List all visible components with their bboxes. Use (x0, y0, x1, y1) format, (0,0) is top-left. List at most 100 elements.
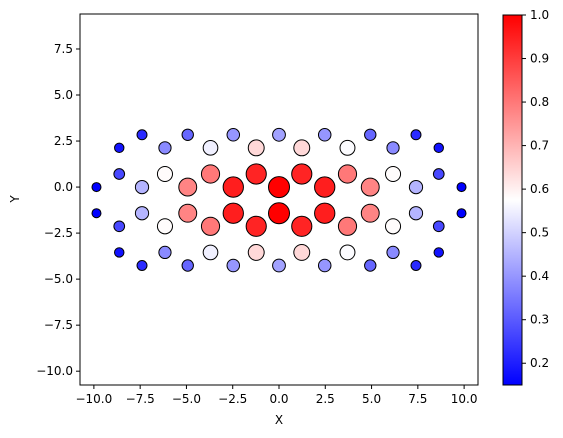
scatter-point (339, 244, 356, 261)
plot-area (79, 13, 479, 386)
scatter-point (317, 258, 332, 273)
scatter-point (136, 129, 148, 141)
scatter-point (360, 177, 380, 197)
scatter-point (222, 202, 244, 224)
scatter-point (247, 243, 265, 261)
y-axis-label: Y (8, 195, 22, 204)
x-tick-label: 5.0 (362, 392, 381, 406)
scatter-point (291, 215, 313, 237)
scatter-point (158, 141, 172, 155)
scatter-point (268, 202, 290, 225)
colorbar-tick-label: 0.9 (530, 52, 549, 66)
scatter-point (202, 244, 219, 261)
colorbar-gradient (502, 14, 523, 386)
scatter-point (337, 216, 358, 236)
colorbar: 0.2 0.3 0.4 0.5 0.6 0.7 0.8 0.9 1.0 (502, 8, 549, 386)
y-tick-label: 7.5 (54, 42, 73, 56)
points-layer (91, 127, 467, 273)
scatter-point (245, 215, 267, 237)
scatter-point (360, 203, 380, 223)
scatter-point (200, 164, 221, 184)
y-tick-label: 5.0 (54, 88, 73, 102)
x-tick-label: 2.5 (316, 392, 335, 406)
colorbar-tick-label: 1.0 (530, 8, 549, 22)
scatter-point (410, 129, 422, 141)
x-tick-label: 7.5 (408, 392, 427, 406)
scatter-point (134, 179, 150, 195)
scatter-point (113, 220, 126, 233)
y-tick-label: 2.5 (54, 134, 73, 148)
scatter-point (456, 208, 467, 219)
scatter-point (272, 127, 286, 142)
x-tick-label: −7.5 (126, 392, 155, 406)
colorbar-tick-label: 0.7 (530, 139, 549, 153)
scatter-point (386, 245, 400, 260)
x-axis: −10.0 −7.5 −5.0 −2.5 0.0 2.5 5.0 7.5 10.0 (75, 385, 477, 406)
scatter-point (433, 247, 444, 258)
scatter-point (200, 216, 221, 236)
scatter-point (408, 179, 424, 195)
scatter-point (364, 259, 377, 272)
scatter-point (433, 142, 444, 154)
scatter-point (410, 260, 422, 272)
scatter-point (384, 165, 402, 183)
scatter-point (178, 177, 198, 197)
scatter-point (181, 128, 194, 141)
scatter-point (156, 165, 174, 183)
scatter-point (339, 139, 356, 156)
colorbar-tick-label: 0.3 (530, 313, 549, 327)
scatter-point (114, 142, 125, 154)
scatter-point (314, 176, 336, 198)
scatter-point (364, 128, 377, 141)
y-tick-label: 0.0 (54, 180, 73, 194)
scatter-point (113, 168, 126, 180)
scatter-point (268, 176, 290, 199)
scatter-point (91, 182, 102, 193)
colorbar-tick-label: 0.6 (530, 182, 549, 196)
scatter-point (384, 218, 402, 235)
y-axis: −10.0 −7.5 −5.0 −2.5 0.0 2.5 5.0 7.5 (36, 42, 80, 378)
scatter-point (134, 206, 150, 221)
colorbar-tick-label: 0.2 (530, 356, 549, 370)
x-tick-label: 0.0 (269, 392, 288, 406)
x-tick-label: 10.0 (451, 392, 478, 406)
scatter-point (91, 208, 102, 219)
scatter-point (291, 163, 313, 185)
scatter-point (181, 259, 194, 272)
colorbar-tick-label: 0.5 (530, 226, 549, 240)
scatter-point (178, 203, 198, 223)
scatter-point (432, 168, 445, 180)
scatter-point (317, 128, 332, 142)
scatter-point (293, 139, 311, 157)
scatter-point (226, 128, 241, 142)
y-tick-label: −7.5 (44, 318, 73, 332)
scatter-point (245, 163, 267, 185)
scatter-point (337, 164, 358, 184)
x-axis-label: X (275, 413, 283, 427)
x-tick-label: −5.0 (172, 392, 201, 406)
x-tick-label: −2.5 (218, 392, 247, 406)
scatter-point (314, 202, 336, 224)
scatter-point (114, 247, 125, 258)
scatter-point (272, 258, 286, 273)
colorbar-tick-label: 0.4 (530, 269, 549, 283)
colorbar-ticks: 0.2 0.3 0.4 0.5 0.6 0.7 0.8 0.9 1.0 (522, 8, 549, 370)
colorbar-tick-label: 0.8 (530, 95, 549, 109)
scatter-point (408, 206, 424, 221)
x-tick-label: −10.0 (75, 392, 112, 406)
scatter-point (222, 176, 244, 198)
y-tick-label: −5.0 (44, 272, 73, 286)
plot-frame (80, 14, 478, 385)
scatter-point (156, 218, 174, 235)
scatter-point (136, 260, 148, 272)
y-tick-label: −10.0 (36, 364, 73, 378)
scatter-point (247, 139, 265, 157)
scatter-point (158, 245, 172, 260)
y-tick-label: −2.5 (44, 226, 73, 240)
scatter-point (202, 140, 219, 156)
scatter-point (456, 182, 467, 193)
scatter-point (386, 141, 400, 155)
scatter-point (293, 243, 311, 261)
scatter-point (432, 220, 445, 233)
